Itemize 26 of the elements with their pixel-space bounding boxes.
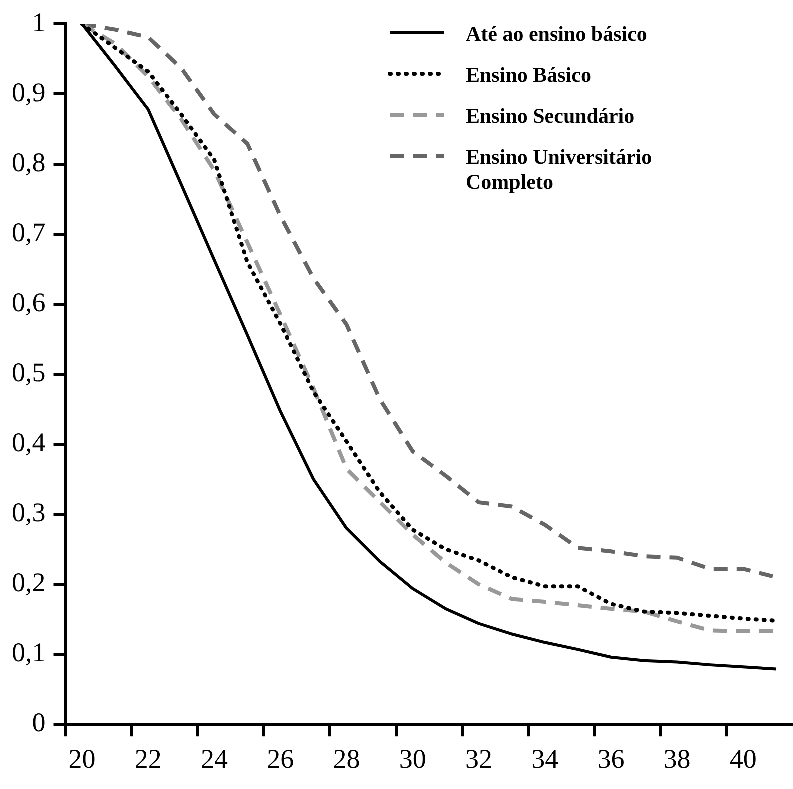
y-tick-label: 0,2 bbox=[12, 568, 46, 598]
x-tick-label: 28 bbox=[333, 744, 360, 774]
legend-label: Até ao ensino básico bbox=[466, 22, 648, 47]
x-tick-label: 24 bbox=[201, 744, 229, 774]
y-tick-label: 0,5 bbox=[12, 357, 46, 388]
x-tick-label: 22 bbox=[134, 744, 162, 774]
y-tick-label: 0,7 bbox=[12, 217, 46, 248]
y-tick-label: 0,3 bbox=[12, 498, 46, 528]
y-tick-label: 1 bbox=[32, 7, 46, 38]
y-tick-label: 0,8 bbox=[12, 147, 46, 178]
y-tick-label: 0,9 bbox=[12, 77, 46, 108]
x-tick-label: 36 bbox=[598, 744, 625, 774]
x-tick-label: 38 bbox=[664, 744, 691, 774]
x-tick-label: 32 bbox=[465, 744, 492, 774]
y-tick-label: 0,1 bbox=[12, 638, 46, 668]
legend-label: Ensino Básico bbox=[466, 63, 592, 88]
x-tick-label: 30 bbox=[399, 744, 426, 774]
y-tick-label: 0,6 bbox=[12, 287, 46, 318]
y-tick-label: 0 bbox=[32, 708, 46, 738]
x-tick-label: 34 bbox=[532, 744, 560, 774]
x-tick-label: 20 bbox=[68, 744, 96, 774]
x-tick-label: 26 bbox=[267, 744, 294, 774]
y-tick-label: 0,4 bbox=[12, 428, 46, 458]
x-tick-label: 40 bbox=[730, 744, 757, 774]
legend-label: Ensino Secundário bbox=[466, 104, 636, 129]
legend-label: Ensino Universitário Completo bbox=[466, 145, 654, 195]
